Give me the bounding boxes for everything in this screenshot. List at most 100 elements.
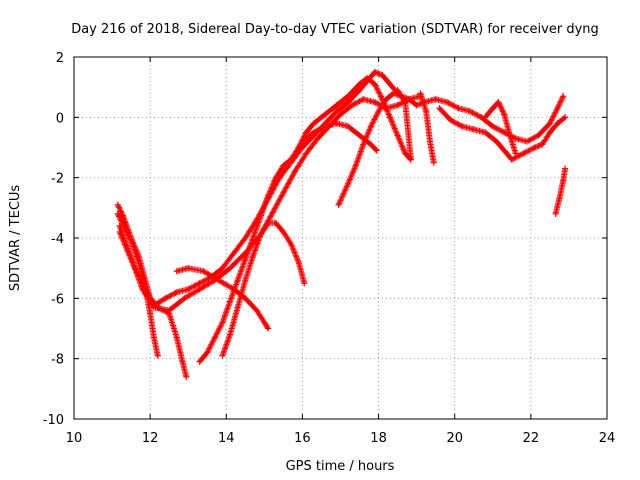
- y-tick-label: 2: [56, 51, 64, 66]
- data-point: [116, 222, 123, 229]
- data-point: [552, 210, 559, 217]
- y-tick-label: -2: [51, 172, 64, 187]
- data-point: [288, 241, 295, 248]
- data-point: [268, 210, 275, 217]
- data-point: [379, 72, 386, 79]
- data-point: [173, 268, 180, 275]
- x-tick-label: 24: [599, 431, 616, 446]
- data-point: [257, 213, 264, 220]
- data-point: [272, 219, 279, 226]
- data-point: [383, 96, 390, 103]
- data-point: [447, 117, 454, 124]
- series-markers-14: [552, 165, 569, 217]
- data-point: [371, 69, 378, 76]
- data-point: [524, 138, 531, 145]
- data-point: [432, 96, 439, 103]
- data-point: [402, 150, 409, 157]
- series-arc-4: [116, 228, 190, 380]
- data-point: [546, 129, 553, 136]
- data-point: [185, 265, 192, 272]
- data-point: [466, 108, 473, 115]
- data-series: [114, 69, 569, 380]
- series-arc-7: [219, 219, 308, 359]
- x-tick-label: 10: [66, 431, 83, 446]
- data-point: [345, 123, 352, 130]
- data-point: [185, 286, 192, 293]
- data-point: [394, 102, 401, 109]
- y-tick-label: 0: [56, 111, 64, 126]
- data-point: [539, 141, 546, 148]
- data-point: [482, 114, 489, 121]
- data-point: [386, 114, 393, 121]
- data-point: [367, 123, 374, 130]
- data-point: [394, 87, 401, 94]
- data-point: [173, 289, 180, 296]
- chart-title: Day 216 of 2018, Sidereal Day-to-day VTE…: [71, 22, 599, 37]
- data-point: [288, 156, 295, 163]
- data-point: [303, 150, 310, 157]
- x-tick-label: 18: [370, 431, 387, 446]
- data-point: [356, 87, 363, 94]
- data-point: [280, 189, 287, 196]
- data-point: [196, 358, 203, 365]
- data-point: [390, 90, 397, 97]
- y-tick-label: -8: [51, 353, 64, 368]
- data-point: [147, 295, 154, 302]
- x-tick-label: 22: [523, 431, 540, 446]
- data-point: [337, 111, 344, 118]
- series-markers-3: [116, 93, 424, 314]
- data-point: [562, 114, 569, 121]
- series-markers-6: [196, 75, 414, 365]
- series-markers-1: [114, 69, 401, 308]
- data-point: [314, 135, 321, 142]
- data-point: [333, 102, 340, 109]
- grid-lines: [74, 57, 607, 419]
- data-point: [489, 105, 496, 112]
- data-point: [253, 307, 260, 314]
- data-point: [335, 201, 342, 208]
- data-point: [183, 373, 190, 380]
- data-point: [295, 144, 302, 151]
- x-tick-label: 16: [294, 431, 311, 446]
- data-point: [535, 132, 542, 139]
- data-point: [367, 141, 374, 148]
- data-point: [356, 81, 363, 88]
- data-point: [406, 96, 413, 103]
- data-point: [135, 259, 142, 266]
- series-arc-3: [116, 93, 424, 314]
- data-point: [470, 126, 477, 133]
- data-point: [489, 123, 496, 130]
- data-point: [455, 105, 462, 112]
- data-point: [272, 174, 279, 181]
- data-point: [227, 265, 234, 272]
- data-point: [257, 231, 264, 238]
- data-point: [482, 129, 489, 136]
- y-tick-label: -4: [51, 232, 64, 247]
- data-point: [352, 162, 359, 169]
- data-point: [322, 123, 329, 130]
- data-point: [493, 138, 500, 145]
- data-point: [154, 304, 161, 311]
- data-point: [249, 253, 256, 260]
- data-point: [386, 81, 393, 88]
- data-point: [413, 102, 420, 109]
- data-point: [371, 99, 378, 106]
- data-point: [501, 147, 508, 154]
- data-point: [333, 108, 340, 115]
- x-tick-label: 20: [446, 431, 463, 446]
- data-point: [227, 298, 234, 305]
- data-point: [227, 331, 234, 338]
- data-point: [301, 280, 308, 287]
- x-tick-label: 12: [142, 431, 159, 446]
- y-tick-label: -10: [43, 413, 64, 428]
- data-point: [131, 265, 138, 272]
- data-point: [345, 180, 352, 187]
- data-point: [417, 90, 424, 97]
- series-arc-11: [417, 90, 437, 166]
- series-arc-13: [482, 99, 519, 157]
- data-point: [196, 286, 203, 293]
- data-point: [204, 349, 211, 356]
- data-point: [162, 295, 169, 302]
- data-point: [423, 108, 430, 115]
- data-point: [333, 120, 340, 127]
